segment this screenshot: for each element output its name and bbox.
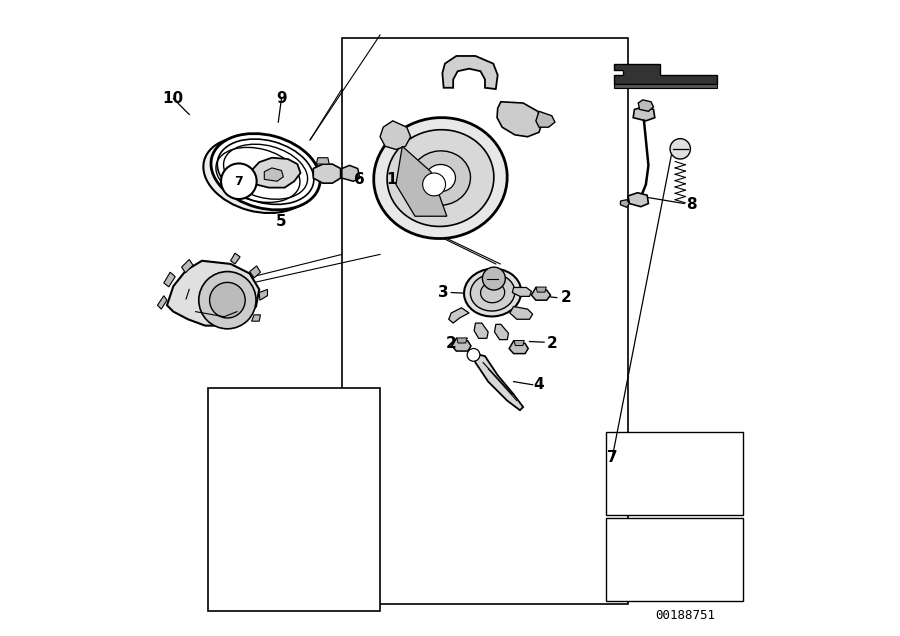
- Polygon shape: [509, 307, 533, 319]
- Polygon shape: [182, 259, 194, 273]
- Polygon shape: [620, 200, 629, 207]
- Polygon shape: [531, 287, 551, 300]
- Circle shape: [199, 272, 256, 329]
- Text: 3: 3: [438, 285, 449, 300]
- Text: 7: 7: [235, 175, 243, 188]
- Polygon shape: [614, 64, 717, 84]
- Ellipse shape: [481, 282, 505, 303]
- Ellipse shape: [426, 165, 455, 191]
- Bar: [606, 432, 742, 515]
- Polygon shape: [265, 168, 284, 181]
- Circle shape: [482, 267, 505, 290]
- Polygon shape: [472, 353, 523, 410]
- Ellipse shape: [216, 148, 300, 202]
- Text: 1: 1: [386, 172, 397, 188]
- Text: 7: 7: [607, 450, 617, 466]
- Polygon shape: [396, 146, 446, 216]
- Polygon shape: [158, 296, 167, 309]
- Ellipse shape: [471, 274, 515, 311]
- Bar: [208, 388, 380, 611]
- Ellipse shape: [410, 151, 471, 205]
- Circle shape: [210, 282, 245, 318]
- Polygon shape: [494, 324, 508, 340]
- Polygon shape: [536, 111, 555, 127]
- Polygon shape: [497, 102, 542, 137]
- Text: 2: 2: [546, 336, 557, 351]
- Text: 2: 2: [446, 336, 456, 351]
- Polygon shape: [514, 340, 524, 345]
- Circle shape: [423, 173, 446, 196]
- Text: 9: 9: [276, 91, 287, 106]
- Ellipse shape: [387, 130, 494, 226]
- Polygon shape: [638, 100, 653, 111]
- Ellipse shape: [211, 134, 320, 210]
- Polygon shape: [512, 287, 531, 296]
- Polygon shape: [313, 164, 340, 183]
- Bar: [342, 38, 628, 604]
- Ellipse shape: [464, 268, 521, 317]
- Ellipse shape: [203, 137, 312, 213]
- Ellipse shape: [374, 118, 508, 238]
- Circle shape: [670, 139, 690, 159]
- Text: 5: 5: [276, 214, 287, 229]
- Text: 2: 2: [561, 290, 572, 305]
- Polygon shape: [634, 107, 655, 121]
- Polygon shape: [230, 253, 240, 264]
- Circle shape: [467, 349, 480, 361]
- Polygon shape: [259, 289, 267, 300]
- Polygon shape: [317, 158, 329, 164]
- Text: 00188751: 00188751: [655, 609, 716, 622]
- Polygon shape: [628, 193, 648, 207]
- Circle shape: [221, 163, 256, 199]
- Bar: [606, 518, 742, 601]
- Polygon shape: [614, 84, 717, 88]
- Polygon shape: [167, 261, 259, 326]
- Polygon shape: [449, 308, 469, 323]
- Polygon shape: [452, 338, 471, 351]
- Polygon shape: [457, 338, 467, 343]
- Polygon shape: [252, 158, 301, 188]
- Text: 4: 4: [534, 377, 544, 392]
- Polygon shape: [509, 341, 528, 354]
- Polygon shape: [252, 315, 260, 321]
- Polygon shape: [474, 323, 488, 338]
- Polygon shape: [164, 272, 176, 287]
- Text: 8: 8: [687, 197, 697, 212]
- Polygon shape: [443, 56, 498, 89]
- Polygon shape: [536, 287, 546, 292]
- Polygon shape: [342, 165, 360, 181]
- Text: 6: 6: [355, 172, 365, 187]
- Polygon shape: [249, 266, 260, 278]
- Polygon shape: [380, 121, 410, 149]
- Text: 10: 10: [163, 91, 184, 106]
